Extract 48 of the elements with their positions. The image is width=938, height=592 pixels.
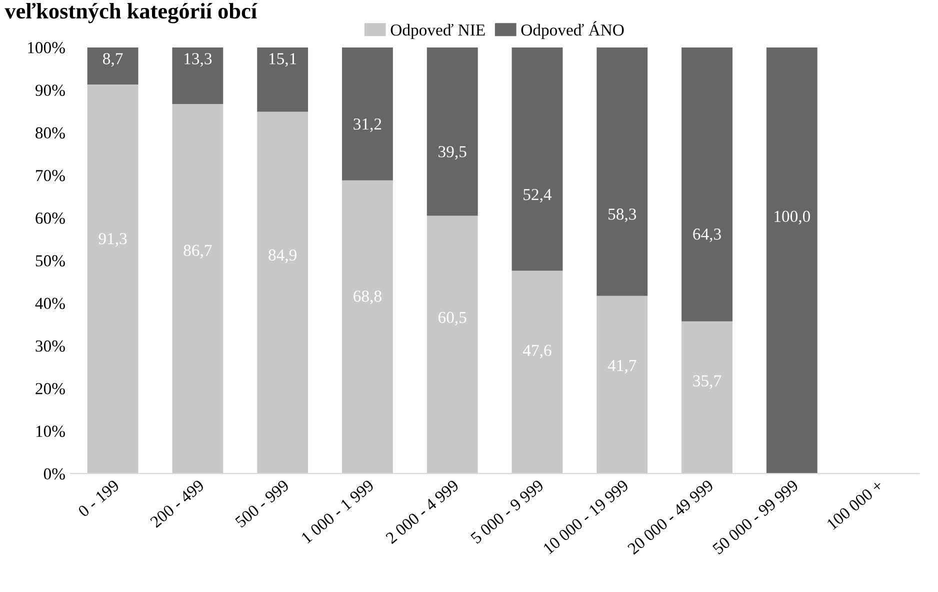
y-tick-label: 20% bbox=[36, 383, 65, 394]
bar bbox=[426, 216, 478, 474]
x-tick-label: 200 - 499 bbox=[150, 479, 205, 528]
y-tick-label: 80% bbox=[36, 127, 65, 139]
legend-label: Odpoveď ÁNO bbox=[521, 21, 624, 40]
bar bbox=[87, 84, 138, 474]
y-tick-label: 70% bbox=[36, 170, 65, 182]
y-tick-label: 30% bbox=[36, 340, 65, 352]
bar bbox=[596, 47, 648, 296]
bar bbox=[342, 180, 393, 474]
data-label: 8,7 bbox=[103, 53, 123, 67]
bar bbox=[682, 47, 732, 322]
data-label: 52,4 bbox=[524, 188, 552, 203]
x-tick-label: 100 000 + bbox=[826, 479, 884, 530]
bar bbox=[682, 321, 732, 474]
y-tick-label: 50% bbox=[36, 255, 65, 266]
bar bbox=[342, 47, 393, 180]
bar bbox=[426, 47, 478, 216]
bar bbox=[766, 47, 818, 474]
x-tick-label: 0 - 199 bbox=[77, 479, 120, 518]
bar bbox=[172, 104, 224, 474]
bar bbox=[172, 47, 224, 104]
x-tick-label: 2 000 - 4 999 bbox=[385, 479, 460, 544]
x-tick-label: 500 - 999 bbox=[234, 479, 290, 528]
data-label: 39,5 bbox=[438, 146, 466, 160]
y-tick-label: 0% bbox=[44, 468, 65, 480]
x-tick-label: 5 000 - 9 999 bbox=[470, 479, 544, 544]
data-label: 58,3 bbox=[608, 208, 636, 222]
data-label: 100,0 bbox=[774, 210, 810, 224]
bar bbox=[512, 270, 563, 474]
bar bbox=[512, 47, 563, 271]
data-label: 31,2 bbox=[354, 118, 382, 132]
bar bbox=[87, 47, 138, 84]
y-tick-label: 60% bbox=[36, 212, 65, 224]
y-tick-label: 90% bbox=[35, 84, 65, 96]
bar bbox=[257, 112, 308, 474]
bar bbox=[257, 47, 308, 112]
data-label: 15,1 bbox=[269, 53, 296, 67]
y-tick-label: 100% bbox=[28, 42, 65, 54]
y-tick-label: 10% bbox=[36, 426, 65, 437]
x-tick-label: 50 000 - 99 999 bbox=[712, 479, 799, 555]
y-tick-label: 40% bbox=[35, 298, 65, 310]
legend-label: Odpoveď NIE bbox=[390, 24, 485, 40]
bar bbox=[596, 296, 648, 474]
data-label: 64,3 bbox=[693, 228, 721, 242]
data-label: 13,3 bbox=[184, 53, 212, 67]
x-tick-label: 1 000 - 1 999 bbox=[300, 479, 374, 544]
chart-title: veľkostných kategórií obcí bbox=[4, 2, 258, 24]
